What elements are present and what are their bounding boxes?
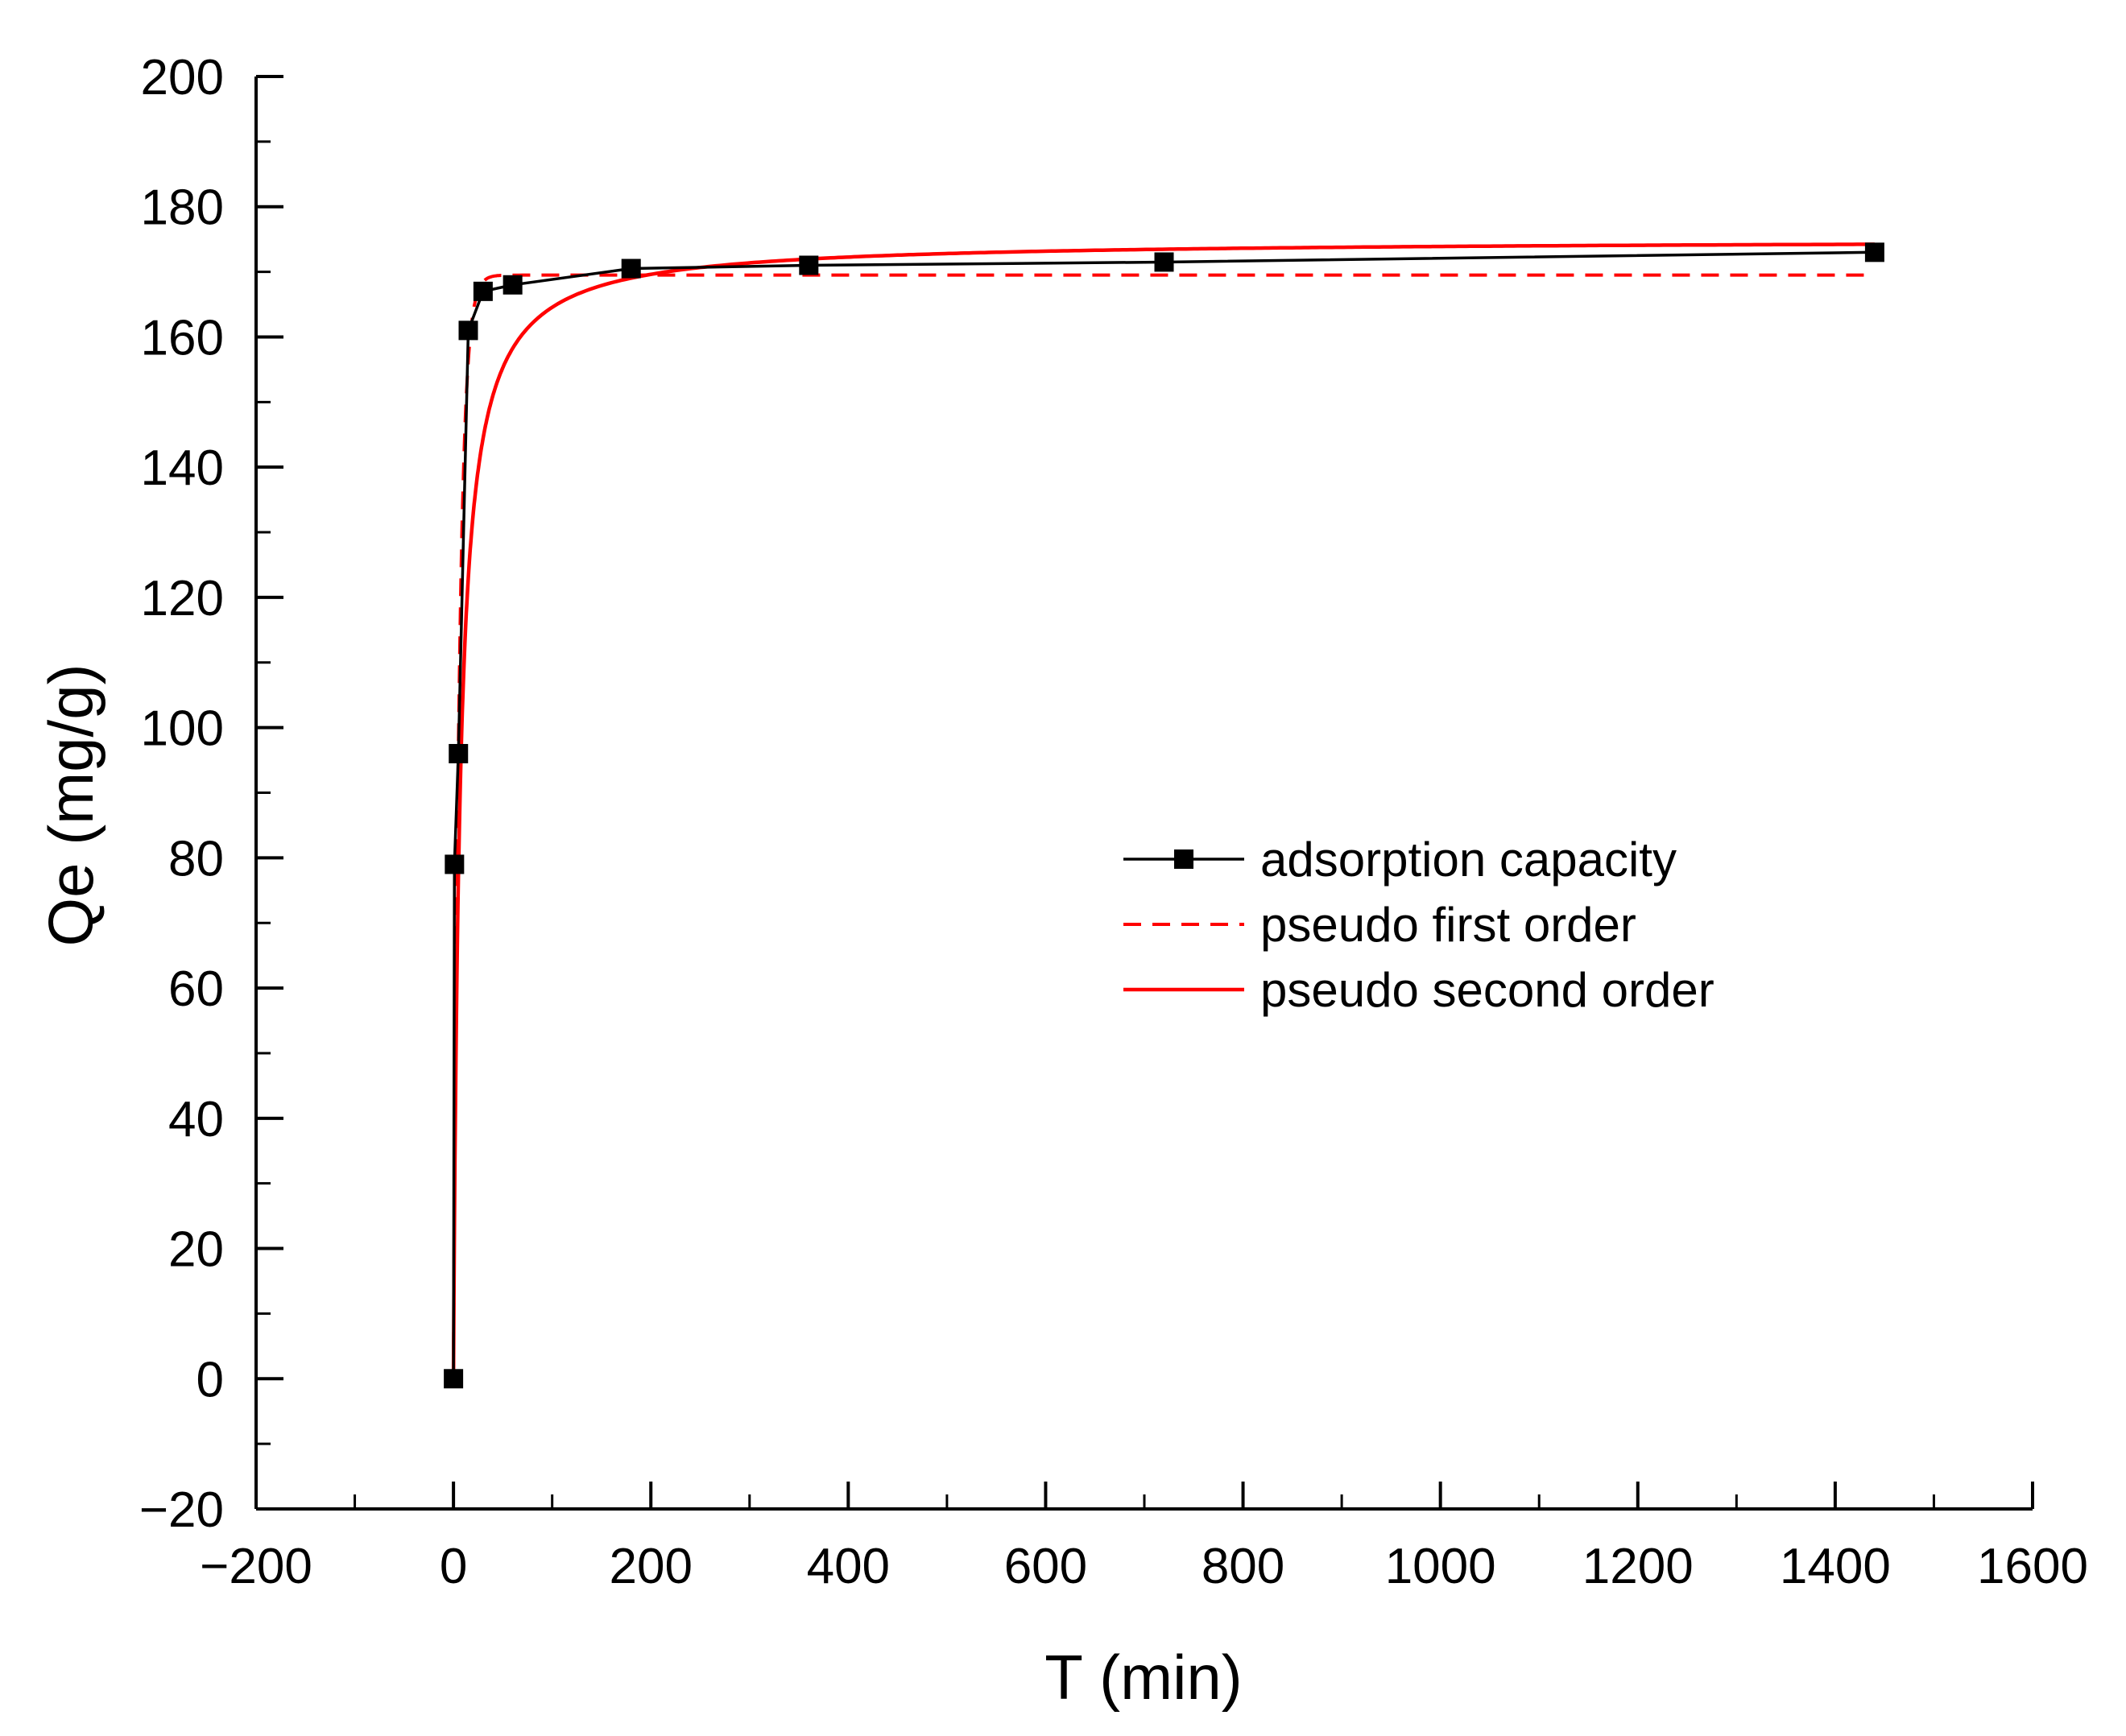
legend: adsorption capacity pseudo first order pse… [1123,833,1714,1017]
data-point-marker [444,1369,464,1389]
y-tick-label: 120 [141,571,224,626]
y-tick-label: 140 [141,440,224,496]
y-tick-label: 60 [168,961,224,1017]
plot-series [444,242,1884,1389]
y-tick-label: 40 [168,1092,224,1147]
x-tick-label: 1000 [1385,1539,1496,1594]
series-pseudo-second-order-line [451,242,1875,1379]
y-tick-label: −20 [139,1482,224,1538]
data-point-marker [621,258,641,279]
data-point-marker [1864,242,1884,262]
legend-label: pseudo second order [1260,963,1714,1017]
y-tick-label: 200 [141,50,224,105]
x-tick-label: 200 [609,1539,692,1594]
y-tick-label: 20 [168,1222,224,1278]
series-pseudo-first-order-line [452,273,1875,1379]
legend-label: adsorption capacity [1260,833,1677,887]
y-tick-label: 180 [141,180,224,236]
data-point-marker [445,854,465,874]
series-adsorption-capacity-line [452,250,1875,1379]
x-tick-label: 1200 [1582,1539,1694,1594]
x-axis-title: T (min) [1044,1642,1243,1713]
y-axis-title: Qe (mg/g) [35,663,106,946]
y-tick-label: 80 [168,831,224,887]
x-tick-label: 0 [440,1539,467,1594]
x-tick-label: 1400 [1780,1539,1891,1594]
x-tick-label: 800 [1202,1539,1284,1594]
y-tick-label: 0 [196,1352,224,1407]
axes: −200 0 200 400 600 800 1000 1200 1400 1600−200204… [139,50,2088,1594]
legend-label: pseudo first order [1260,898,1636,952]
legend-adsorption-capacity-marker [1174,849,1193,869]
data-point-marker [1154,252,1174,272]
x-tick-label: 600 [1004,1539,1087,1594]
y-tick-label: 100 [141,701,224,757]
y-tick-label: 160 [141,310,224,366]
x-tick-label: −200 [200,1539,312,1594]
x-tick-label: 1600 [1977,1539,2088,1594]
data-point-marker [458,320,478,341]
data-point-marker [473,281,493,301]
data-point-marker [449,743,469,763]
data-point-marker [799,255,819,275]
data-point-marker [503,275,523,295]
x-tick-label: 400 [807,1539,890,1594]
